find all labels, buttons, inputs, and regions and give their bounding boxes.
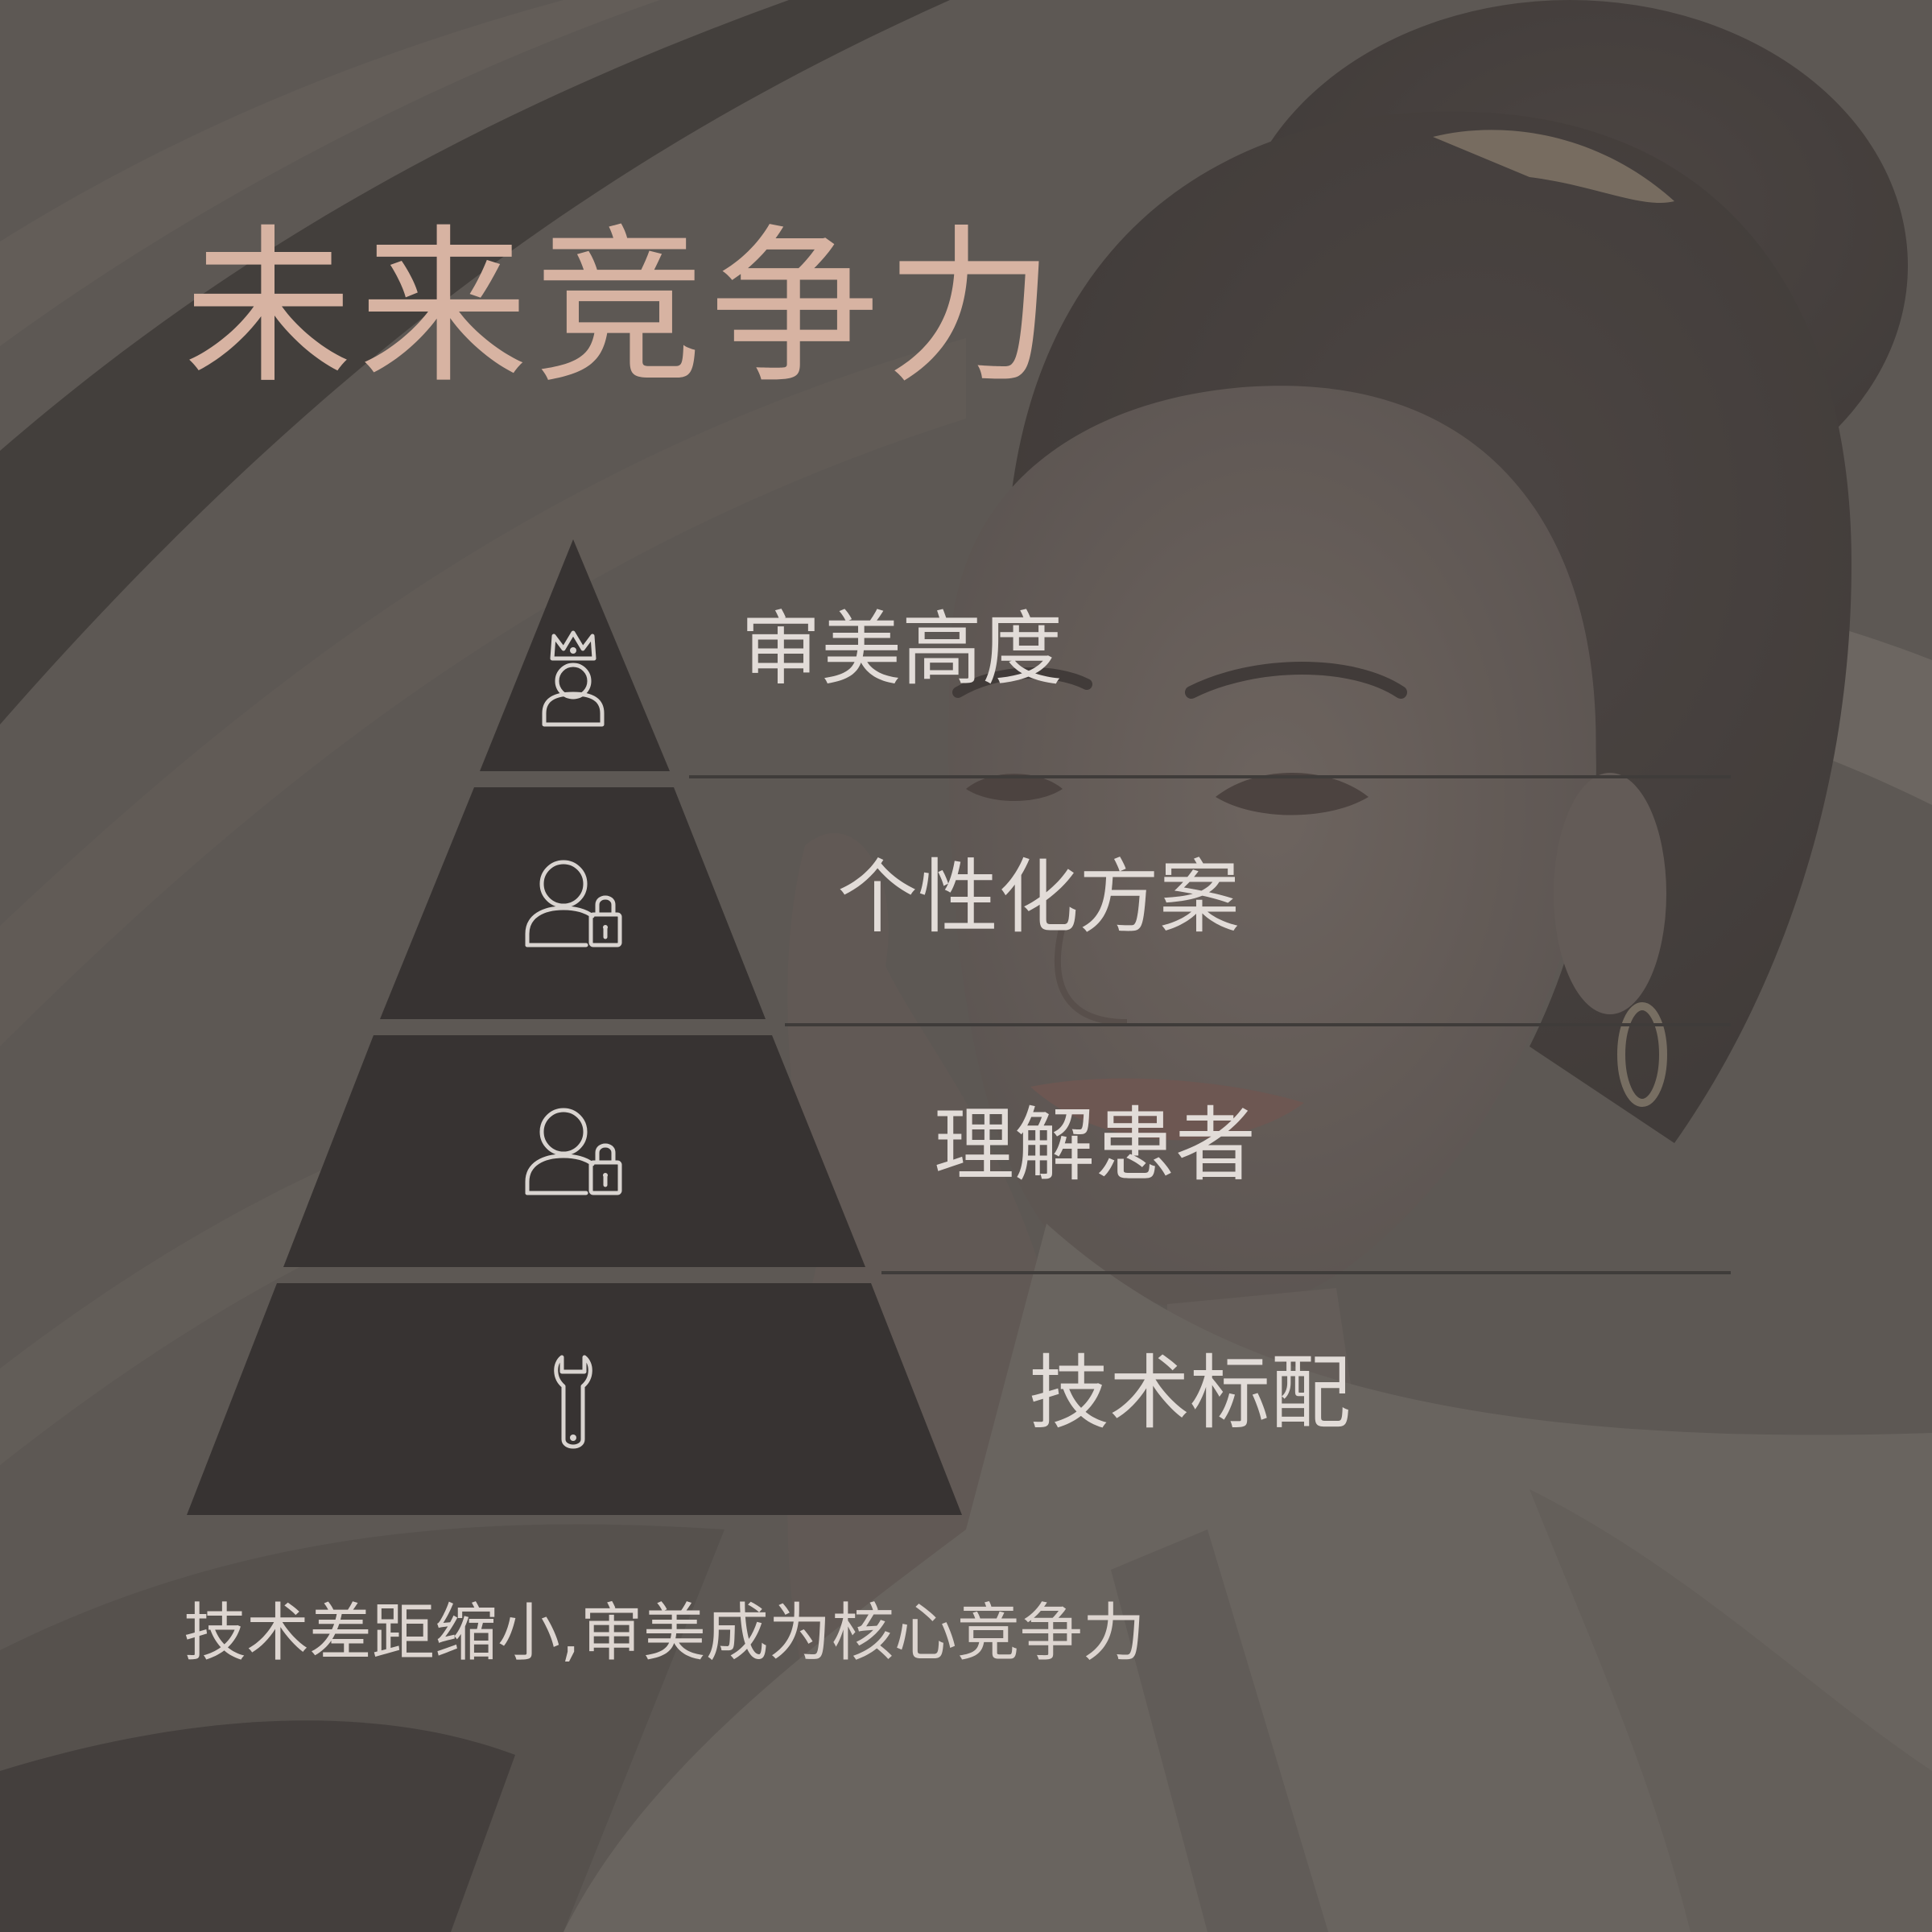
user-lock-icon [525,1108,622,1195]
pyramid-tier-base [187,1283,962,1515]
user-lock-icon [525,860,622,947]
tier-label-understand-patients: 理解患者 [934,1098,1256,1192]
tier-label-aesthetic-height: 审美高度 [741,602,1063,696]
tier-label-technical-standard: 技术标配 [1029,1346,1351,1440]
crowned-person-icon [542,630,605,727]
page-title: 未来竞争力 [184,209,1062,407]
tier-label-personalized-plan: 个性化方案 [837,850,1240,944]
caption: 技术差距缩小,审美成为核心竞争力 [184,1597,1146,1670]
pyramid-tier-top [480,539,670,771]
wrench-icon [554,1355,592,1449]
